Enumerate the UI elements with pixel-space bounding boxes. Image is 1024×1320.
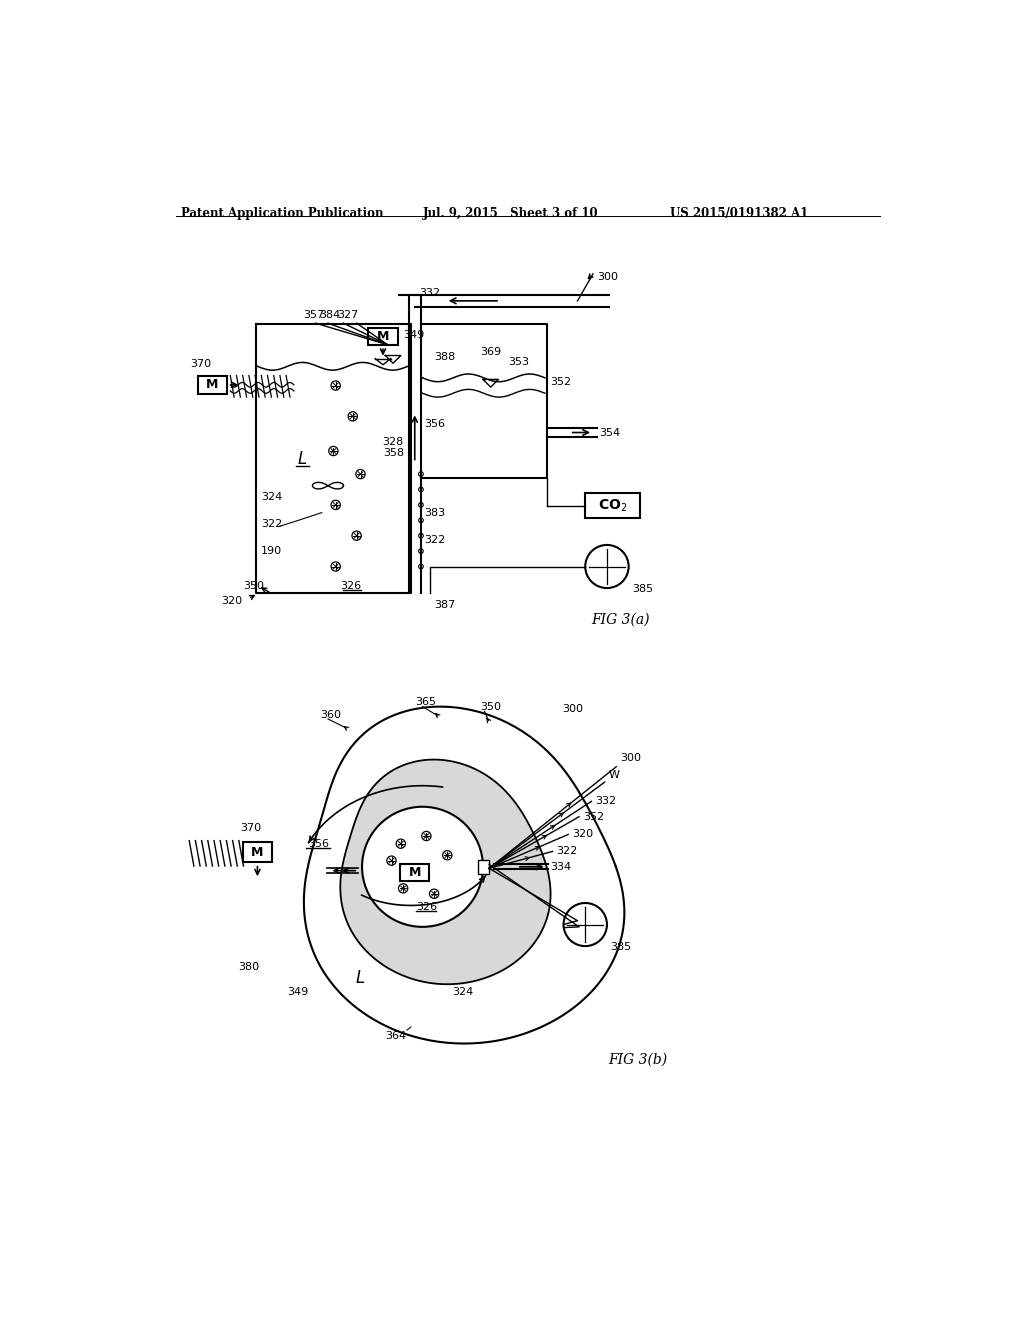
Text: 370: 370 [241,822,261,833]
Text: L: L [356,969,366,987]
Polygon shape [340,759,551,985]
Text: 357: 357 [303,310,325,321]
Text: 353: 353 [508,358,528,367]
Text: 190: 190 [261,546,283,556]
Text: FIG 3(b): FIG 3(b) [608,1053,668,1067]
Text: 350: 350 [480,702,502,711]
Text: M: M [206,379,219,391]
Text: W: W [608,770,620,780]
Text: 354: 354 [599,428,621,437]
Text: 380: 380 [238,962,259,972]
Text: FIG 3(a): FIG 3(a) [592,612,650,627]
Text: 358: 358 [383,449,403,458]
Text: 326: 326 [341,581,361,591]
Text: 300: 300 [621,752,641,763]
Text: M: M [409,866,421,879]
Text: 300: 300 [597,272,617,281]
Circle shape [362,807,483,927]
Text: 332: 332 [595,796,616,807]
Text: 324: 324 [452,987,473,998]
Text: 322: 322 [424,535,445,545]
Text: 352: 352 [550,376,571,387]
Bar [586,494,640,517]
Text: 332: 332 [420,288,440,298]
Bar [478,859,489,874]
Text: 349: 349 [287,986,308,997]
Text: 327: 327 [337,310,358,321]
Text: 370: 370 [190,359,211,370]
Text: M: M [377,330,389,343]
Text: 322: 322 [557,846,578,857]
Text: 385: 385 [632,585,653,594]
Text: L: L [298,450,307,467]
Text: 328: 328 [383,437,403,446]
Text: CO$_2$: CO$_2$ [598,498,627,513]
Text: 324: 324 [261,492,283,502]
Text: 387: 387 [434,601,456,610]
Bar [400,865,429,882]
Text: 349: 349 [403,330,424,341]
Bar [198,376,227,395]
Bar [243,842,272,862]
Text: 320: 320 [221,597,243,606]
Text: US 2015/0191382 A1: US 2015/0191382 A1 [671,207,809,220]
Text: 300: 300 [562,704,583,714]
Bar [369,327,397,345]
Text: 326: 326 [416,902,437,912]
Text: 322: 322 [261,519,283,529]
Text: 388: 388 [434,352,456,362]
Text: 385: 385 [610,942,631,952]
Text: 383: 383 [424,508,445,517]
Text: M: M [251,846,263,859]
Text: 350: 350 [243,581,264,591]
Text: 360: 360 [321,710,341,721]
Text: 364: 364 [385,1031,406,1041]
Text: Patent Application Publication: Patent Application Publication [180,207,383,220]
Text: 320: 320 [572,829,593,840]
Text: Jul. 9, 2015   Sheet 3 of 10: Jul. 9, 2015 Sheet 3 of 10 [423,207,598,220]
Text: 365: 365 [415,697,436,708]
Text: 356: 356 [424,418,445,429]
Text: 352: 352 [583,812,604,822]
Text: 356: 356 [308,838,329,849]
Text: 334: 334 [550,862,571,871]
Text: 384: 384 [318,310,340,321]
Text: 369: 369 [480,347,502,358]
